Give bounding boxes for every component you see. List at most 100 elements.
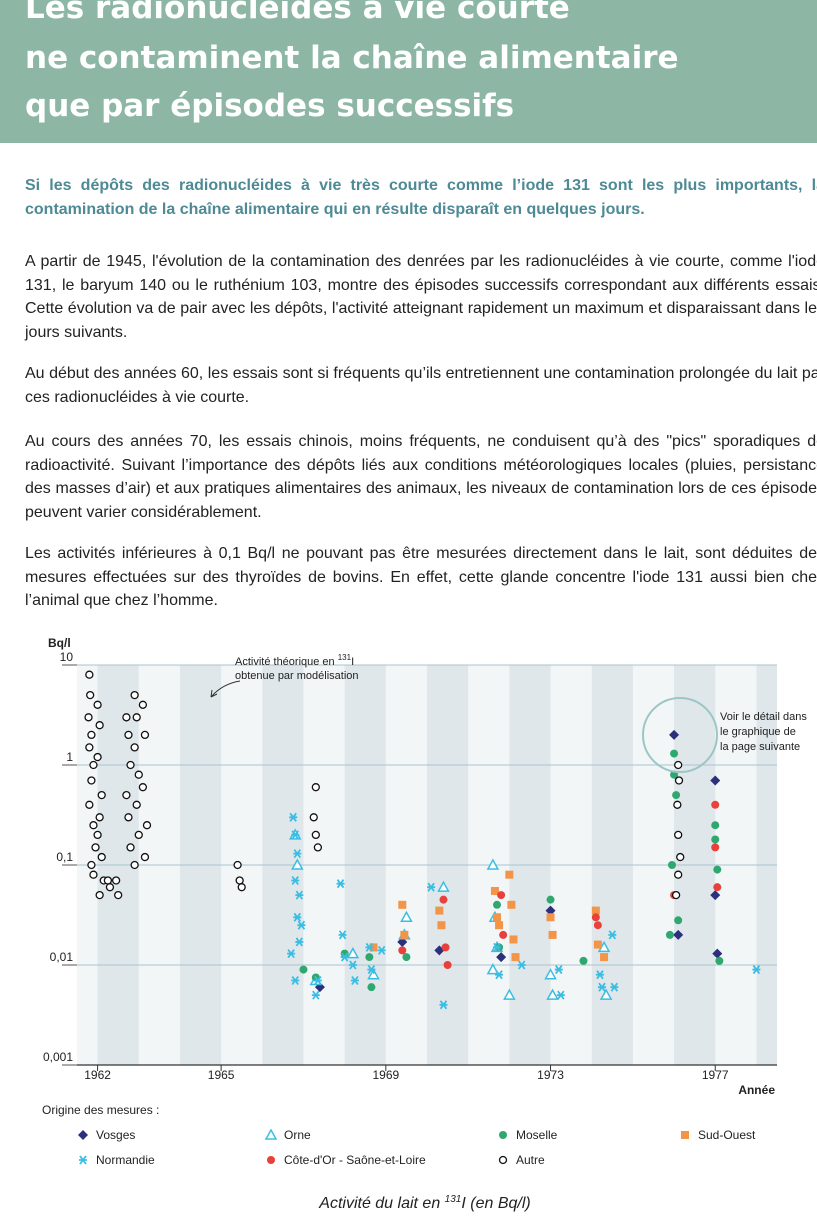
data-point: [237, 883, 246, 892]
legend: Vosges Orne Moselle Sud-Ouest Normandie Côte-…: [78, 1128, 756, 1167]
data-point: [91, 843, 100, 852]
data-point: [313, 843, 323, 852]
data-point: [676, 852, 685, 862]
data-point: [503, 988, 516, 1000]
data-point: [591, 906, 600, 915]
data-point: [346, 947, 360, 959]
data-point: [291, 975, 300, 986]
data-point: [367, 965, 376, 975]
legend-marker: [264, 1128, 278, 1140]
data-point: [595, 970, 604, 980]
y-tick-label: 10: [60, 650, 74, 664]
data-point: [497, 891, 506, 900]
data-point: [670, 749, 679, 758]
y-axis-label: Bq/l: [48, 636, 71, 650]
data-point: [291, 830, 300, 840]
data-point: [427, 882, 436, 892]
title-line: Les radionucléides à vie courte: [25, 0, 570, 26]
data-point: [711, 800, 720, 809]
data-point: [140, 730, 150, 740]
data-point: [499, 930, 508, 939]
data-point: [132, 713, 141, 722]
legend-marker: [267, 1156, 275, 1164]
data-point: [377, 945, 386, 955]
data-point: [138, 783, 148, 792]
note-text: I: [351, 656, 354, 668]
lead: Si les dépôts des radionucléides à vie t…: [25, 177, 817, 218]
data-point: [599, 988, 613, 1000]
data-point: [84, 713, 93, 722]
header: Les radionucléides à vie courte ne conta…: [0, 0, 817, 143]
data-point: [124, 813, 133, 822]
data-point: [673, 800, 682, 809]
plot-area: 10 1 0,1 0,01 0,001 1962 1965 1969 1973 1977: [43, 650, 777, 1082]
data-point: [142, 821, 152, 830]
data-point: [713, 865, 722, 874]
data-point: [546, 988, 559, 1000]
data-point: [86, 690, 95, 700]
data-point: [336, 879, 345, 889]
note-text: Activité théorique en: [235, 656, 338, 668]
data-point: [311, 783, 320, 792]
data-point: [293, 849, 302, 859]
data-point: [711, 821, 720, 830]
data-point: [507, 900, 516, 909]
data-point: [138, 700, 148, 709]
data-point: [369, 943, 378, 952]
data-point: [93, 752, 102, 762]
caption-text: Activité du lait en: [318, 1195, 444, 1212]
data-point: [493, 913, 501, 922]
data-point: [511, 953, 520, 962]
data-point: [398, 946, 407, 955]
data-point: [672, 791, 681, 800]
detail-note: la page suivante: [720, 741, 800, 753]
data-point: [402, 953, 411, 962]
caption-text: I (en Bq/l): [461, 1195, 530, 1212]
y-tick-label: 0,001: [43, 1050, 73, 1064]
data-point: [93, 830, 102, 840]
data-point: [439, 1000, 448, 1010]
y-tick-label: 0,1: [56, 850, 73, 864]
data-point: [130, 860, 139, 870]
data-point: [610, 982, 619, 992]
data-point: [598, 982, 606, 992]
data-point: [554, 965, 563, 975]
paragraph: A partir de 1945, l'évolution de la cont…: [25, 253, 817, 341]
legend-label: Normandie: [96, 1153, 155, 1167]
data-point: [126, 843, 135, 852]
paragraph: Les activités inférieures à 0,1 Bq/l ne …: [25, 545, 817, 609]
data-point: [93, 700, 102, 709]
data-point: [89, 821, 98, 830]
data-point: [591, 913, 600, 922]
data-point: [400, 910, 413, 923]
data-point: [752, 965, 761, 975]
data-point: [495, 921, 504, 930]
data-point: [365, 953, 374, 962]
data-point: [674, 916, 683, 925]
detail-note: Voir le détail dans: [720, 711, 807, 723]
data-point: [517, 960, 526, 970]
x-tick-label: 1977: [702, 1068, 729, 1082]
data-point: [668, 861, 676, 869]
data-point: [295, 937, 304, 947]
data-point: [124, 730, 133, 740]
data-point: [348, 960, 357, 970]
data-point: [556, 990, 565, 1000]
note-arrow: [210, 680, 241, 698]
detail-note: le graphique de: [720, 726, 796, 738]
legend-label: Vosges: [96, 1128, 135, 1142]
legend-label: Orne: [284, 1128, 311, 1142]
data-point: [600, 953, 609, 962]
data-point: [673, 929, 684, 940]
data-point: [105, 883, 115, 892]
data-point: [85, 800, 94, 809]
data-point: [132, 800, 141, 809]
data-point: [435, 906, 444, 915]
data-point: [593, 940, 602, 949]
data-point: [493, 942, 501, 952]
legend-label: Autre: [516, 1153, 545, 1167]
data-point: [674, 776, 684, 785]
data-point: [443, 961, 452, 969]
